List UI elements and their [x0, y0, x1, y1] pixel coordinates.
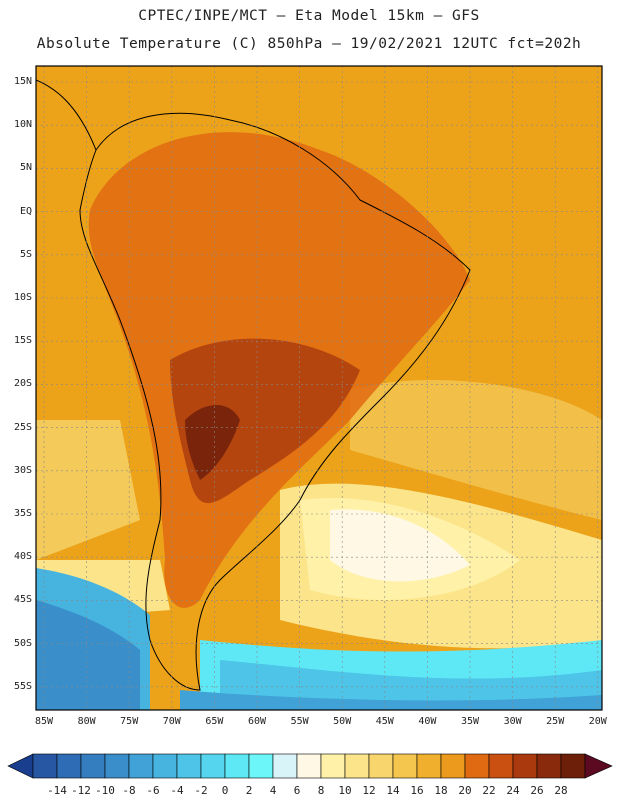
- lon-label: 60W: [247, 716, 267, 727]
- colorbar-swatch: [104, 753, 130, 779]
- colorbar-swatch: [368, 753, 394, 779]
- lat-label: 55S: [13, 680, 32, 692]
- lat-label: 50S: [13, 637, 32, 649]
- colorbar-label: 10: [338, 784, 352, 797]
- lat-label: 15S: [13, 335, 32, 347]
- lon-label: 80W: [77, 716, 96, 727]
- colorbar-label: 20: [458, 784, 472, 797]
- lon-label: 55W: [290, 716, 309, 727]
- colorbar-swatch: [344, 753, 370, 779]
- colorbar-swatch: [32, 753, 58, 779]
- lon-label: 30W: [503, 716, 522, 727]
- lon-label: 50W: [333, 716, 352, 727]
- lat-label: 15N: [13, 76, 32, 87]
- colorbar-swatch: [80, 753, 106, 779]
- lat-label: 40S: [13, 551, 32, 563]
- lon-label: 45W: [375, 716, 394, 727]
- field-band: [180, 690, 602, 710]
- lat-label: 35S: [13, 508, 32, 519]
- field-band: [185, 405, 240, 480]
- colorbar-label: -2: [194, 784, 208, 797]
- lat-label: 5N: [19, 162, 32, 174]
- lat-label: 10N: [13, 119, 32, 131]
- title-line-1: CPTEC/INPE/MCT – Eta Model 15km – GFS: [138, 8, 480, 24]
- colorbar-label: 22: [482, 784, 496, 797]
- colorbar-label: 14: [386, 784, 400, 797]
- map-frame: [35, 65, 603, 711]
- colorbar-label: 18: [434, 784, 448, 797]
- lon-label: 70W: [162, 716, 181, 727]
- lat-label: 45S: [13, 594, 32, 606]
- field-band: [220, 660, 602, 710]
- colorbar-label: -8: [122, 784, 136, 797]
- colorbar-label: 24: [506, 784, 520, 797]
- colorbar-swatch: [176, 753, 202, 779]
- lon-label: 25W: [546, 716, 565, 727]
- colorbar-swatch: [200, 753, 226, 779]
- temperature-field: [36, 66, 602, 710]
- colorbar-high-arrow: [584, 753, 613, 779]
- lat-label: 30S: [13, 464, 32, 476]
- colorbar-label: 26: [530, 784, 544, 797]
- colorbar-label: 0: [221, 784, 229, 797]
- lon-label: 65W: [205, 716, 224, 727]
- south-america-outline: [79, 112, 471, 691]
- colorbar-swatch: [512, 753, 538, 779]
- central-america-outline: [36, 79, 97, 151]
- colorbar-swatch: [296, 753, 322, 779]
- colorbar-label: 2: [245, 784, 253, 797]
- colorbar-swatch: [224, 753, 250, 779]
- colorbar-swatch: [464, 753, 490, 779]
- colorbar-label: 4: [269, 784, 277, 797]
- field-band: [330, 509, 470, 582]
- colorbar-swatch: [128, 753, 154, 779]
- graticule: [36, 66, 602, 710]
- lat-label: 5S: [19, 248, 32, 260]
- colorbar-swatch: [416, 753, 442, 779]
- colorbar-label: 28: [554, 784, 568, 797]
- colorbar-label: 16: [410, 784, 424, 797]
- colorbar-swatch: [536, 753, 562, 779]
- colorbar-swatch: [440, 753, 466, 779]
- colorbar-low-arrow: [7, 753, 34, 779]
- colorbar-swatch: [56, 753, 82, 779]
- lat-label: 20S: [13, 378, 32, 390]
- colorbar-swatch: [152, 753, 178, 779]
- lat-label: 10S: [13, 292, 32, 303]
- colorbar-label: 12: [362, 784, 376, 797]
- title-line-2: Absolute Temperature (C) 850hPa – 19/02/…: [36, 36, 582, 52]
- lat-label: EQ: [19, 205, 32, 217]
- colorbar-swatch: [560, 753, 586, 779]
- colorbar-swatch: [488, 753, 514, 779]
- colorbar: [7, 753, 613, 779]
- lat-label: 25S: [13, 421, 32, 433]
- lon-label: 75W: [120, 716, 139, 727]
- colorbar-label: 6: [293, 784, 301, 797]
- colorbar-label: -14: [47, 784, 67, 797]
- lon-label: 85W: [34, 716, 54, 727]
- field-band: [36, 420, 140, 560]
- colorbar-label: -10: [95, 784, 115, 797]
- lon-label: 40W: [418, 716, 437, 727]
- coastline: [36, 79, 471, 691]
- colorbar-swatch: [320, 753, 346, 779]
- field-band: [350, 380, 602, 520]
- colorbar-label: -12: [71, 784, 91, 797]
- lon-label: 35W: [460, 716, 480, 727]
- colorbar-swatch: [272, 753, 298, 779]
- colorbar-label: -6: [146, 784, 160, 797]
- colorbar-swatch: [248, 753, 274, 779]
- field-band: [36, 600, 140, 710]
- colorbar-swatch: [392, 753, 418, 779]
- colorbar-label: 8: [317, 784, 325, 797]
- colorbar-label: -4: [170, 784, 184, 797]
- lon-label: 20W: [588, 716, 607, 727]
